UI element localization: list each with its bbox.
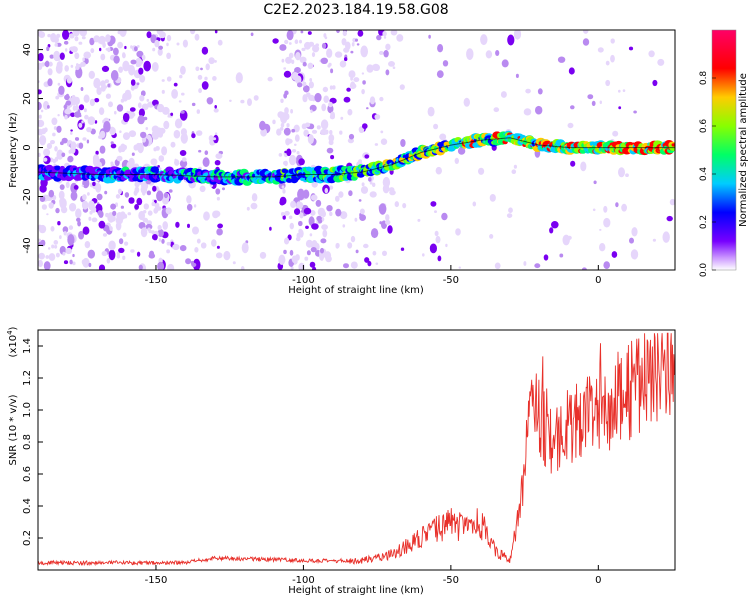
colorbar-tick-label: 0.0: [699, 263, 709, 278]
y-tick-label: 20: [22, 92, 33, 105]
y-tick-label: 0: [22, 144, 33, 150]
x-tick-label: -50: [443, 575, 459, 586]
x-tick-label: -100: [292, 575, 315, 586]
colorbar-tick-label: 0.8: [699, 71, 709, 86]
bottom-y-axis: 0.2 0.4 0.6 0.8 1.0 1.2 1.4: [22, 338, 43, 546]
y-tick-label: 40: [22, 43, 33, 56]
top-x-axis: -150 -100 -50 0: [145, 265, 602, 286]
y-tick-label: -20: [22, 188, 33, 204]
colorbar-label: Normalized spectral amplitude: [738, 73, 749, 227]
colorbar-tick-label: 0.4: [699, 167, 709, 182]
y-scale-label: (x104): [6, 326, 19, 357]
spectrogram-dots: [38, 30, 675, 270]
bottom-x-axis-label: Height of straight line (km): [288, 585, 424, 596]
spectrogram-panel: -150 -100 -50 0 -40 -20 0 20 40 Height of strai…: [8, 29, 676, 296]
top-y-axis-label: Frequency (Hz): [8, 112, 19, 188]
chart-title: C2E2.2023.184.19.58.G08: [263, 2, 448, 18]
spectrogram-ridge: [38, 137, 675, 178]
x-tick-label: 0: [595, 575, 601, 586]
x-tick-label: -100: [292, 275, 315, 286]
y-tick-label: 1.0: [22, 402, 33, 418]
snr-series-line: [38, 332, 675, 567]
bottom-y-axis-label: SNR (10 * v/v): [8, 394, 19, 465]
y-tick-label: 1.2: [22, 370, 33, 386]
colorbar-tick-label: 0.6: [699, 119, 709, 134]
snr-frame: [37, 329, 676, 571]
bottom-x-axis: -150 -100 -50 0: [145, 565, 602, 586]
colorbar-frame: [711, 29, 737, 271]
snr-plot-area: [38, 330, 675, 570]
snr-panel: -150 -100 -50 0 0.2 0.4 0.6 0.8 1.0 1.2 1.4 Heigh…: [6, 326, 676, 596]
y-tick-label: 0.8: [22, 434, 33, 450]
top-x-axis-label: Height of straight line (km): [288, 285, 424, 296]
spectrogram-frame: [37, 29, 676, 271]
x-tick-label: -50: [443, 275, 459, 286]
colorbar: 0.0 0.2 0.4 0.6 0.8 Normalized spectral ampl…: [699, 29, 749, 278]
colorbar-tick-label: 0.2: [699, 215, 709, 229]
x-tick-label: -150: [145, 275, 168, 286]
y-tick-label: 0.6: [22, 466, 33, 482]
y-tick-label: -40: [22, 237, 33, 253]
y-tick-label: 1.4: [22, 338, 33, 354]
x-tick-label: -150: [145, 575, 168, 586]
colorbar-gradient: [712, 30, 736, 270]
colorbar-ticks: 0.0 0.2 0.4 0.6 0.8: [699, 71, 716, 278]
y-tick-label: 0.2: [22, 530, 33, 546]
y-tick-label: 0.4: [22, 498, 33, 514]
top-y-axis: -40 -20 0 20 40: [22, 43, 43, 254]
x-tick-label: 0: [595, 275, 601, 286]
